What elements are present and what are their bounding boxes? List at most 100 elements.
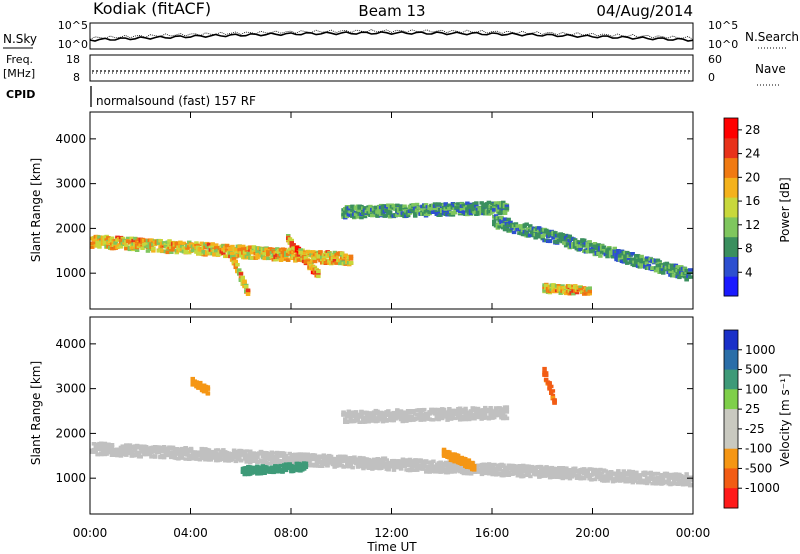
ground-scatter-cell: [643, 473, 648, 478]
scatter-cell: [528, 224, 533, 228]
scatter-cell: [149, 238, 154, 242]
velocity-colorbar-cell: [724, 428, 738, 450]
ground-scatter-cell: [479, 410, 484, 414]
scatter-cell: [296, 258, 302, 262]
velocity-heatmap: [90, 366, 693, 488]
scatter-cell: [278, 463, 283, 468]
scatter-cell: [536, 232, 542, 237]
ground-scatter-cell: [436, 407, 441, 412]
ground-scatter-cell: [102, 441, 108, 446]
y-tick-label: 4000: [55, 337, 86, 351]
scatter-cell: [248, 245, 253, 249]
nave-label: Nave: [755, 62, 786, 76]
y-tick-label: 1000: [55, 266, 86, 280]
scatter-cell: [625, 261, 630, 265]
ground-scatter-cell: [373, 462, 379, 467]
ground-scatter-cell: [160, 449, 165, 454]
scatter-cell: [348, 261, 354, 265]
ground-scatter-cell: [212, 454, 217, 459]
scatter-cell: [504, 204, 510, 208]
velocity-colorbar-cell: [724, 409, 738, 430]
scatter-cell: [565, 242, 571, 246]
scatter-cell: [456, 202, 461, 206]
scatter-cell: [181, 241, 187, 246]
ground-scatter-cell: [492, 415, 497, 420]
ground-scatter-cell: [684, 474, 689, 479]
scatter-cell: [574, 290, 580, 295]
nave-right-tick-top: 60: [708, 53, 722, 66]
ground-scatter-cell: [598, 467, 603, 472]
scatter-cell: [229, 251, 235, 256]
scatter-cell: [296, 461, 301, 466]
ground-scatter-cell: [391, 410, 396, 415]
ground-scatter-cell: [445, 468, 451, 473]
scatter-cell: [414, 208, 420, 213]
ground-scatter-cell: [167, 453, 172, 457]
ground-scatter-cell: [203, 456, 208, 460]
ground-scatter-cell: [538, 464, 544, 469]
scatter-cell: [124, 244, 129, 248]
scatter-cell: [258, 471, 264, 476]
ground-scatter-cell: [621, 470, 626, 474]
ground-scatter-cell: [504, 405, 510, 409]
scatter-cell: [413, 214, 418, 218]
ground-scatter-cell: [567, 476, 573, 481]
ground-scatter-cell: [637, 477, 643, 481]
ground-scatter-cell: [589, 473, 594, 477]
scatter-cell: [552, 401, 557, 405]
scatter-cell: [540, 236, 545, 241]
ground-scatter-cell: [589, 478, 594, 482]
power-colorbar-cell: [724, 197, 738, 218]
noise-right-tick-bottom: 10^0: [708, 38, 738, 51]
scatter-cell: [230, 244, 235, 249]
ground-scatter-cell: [307, 460, 312, 464]
scatter-cell: [502, 219, 508, 223]
scatter-cell: [312, 259, 318, 264]
ground-scatter-cell: [409, 459, 415, 463]
ground-scatter-cell: [517, 464, 522, 468]
scatter-cell: [587, 286, 592, 290]
scatter-cell: [264, 247, 269, 252]
scatter-cell: [117, 243, 122, 247]
ground-scatter-cell: [386, 467, 391, 472]
scatter-cell: [644, 256, 650, 260]
scatter-cell: [298, 250, 303, 255]
scatter-cell: [271, 470, 276, 474]
ground-scatter-cell: [398, 467, 404, 471]
scatter-cell: [590, 248, 596, 253]
ground-scatter-cell: [661, 479, 666, 483]
ground-scatter-cell: [100, 443, 106, 447]
scatter-cell: [502, 211, 508, 215]
ground-scatter-cell: [688, 475, 693, 479]
scatter-cell: [589, 243, 594, 247]
scatter-cell: [102, 239, 108, 243]
scatter-cell: [233, 259, 238, 264]
ground-scatter-cell: [275, 454, 280, 459]
ground-scatter-cell: [504, 467, 510, 472]
ground-scatter-cell: [405, 411, 411, 415]
ground-scatter-cell: [431, 418, 436, 422]
ground-scatter-cell: [601, 479, 607, 483]
ground-scatter-cell: [494, 469, 499, 473]
ground-scatter-cell: [483, 462, 488, 467]
ground-scatter-cell: [323, 460, 328, 465]
power-colorbar-cell: [724, 236, 738, 257]
scatter-cell: [283, 468, 289, 473]
scatter-cell: [547, 381, 552, 385]
ground-scatter-cell: [350, 465, 355, 470]
scatter-cell: [475, 210, 481, 214]
ground-scatter-cell: [625, 480, 630, 484]
scatter-cell: [398, 207, 404, 212]
noise-search-trace: [89, 29, 694, 40]
ground-scatter-cell: [246, 457, 251, 462]
ground-scatter-cell: [222, 459, 228, 463]
scatter-cell: [533, 236, 538, 240]
ground-scatter-cell: [124, 443, 129, 447]
scatter-cell: [170, 245, 176, 249]
scatter-cell: [578, 287, 583, 292]
noise-right-label: N.Search: [745, 30, 799, 44]
scatter-cell: [639, 254, 644, 259]
scatter-cell: [217, 252, 223, 256]
power-y-label: Slant Range [km]: [29, 158, 43, 262]
